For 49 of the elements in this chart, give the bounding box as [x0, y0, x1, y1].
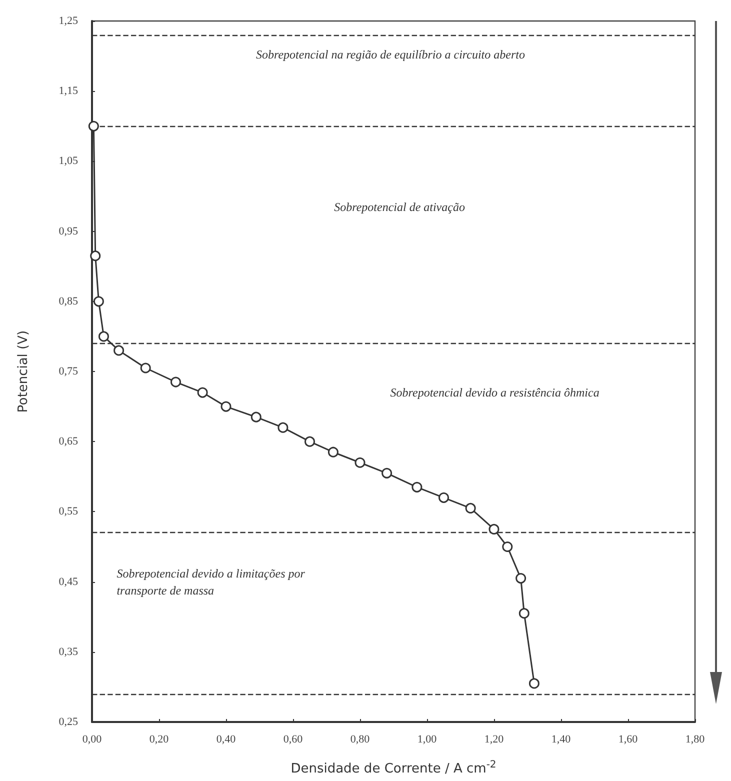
- y-tick-label: 0,45: [58, 576, 78, 588]
- x-tick-label: 1,60: [618, 734, 638, 746]
- y-tick-label: 0,95: [58, 225, 78, 238]
- point: [502, 542, 513, 552]
- point: [220, 401, 232, 412]
- point: [438, 492, 449, 503]
- annotation: Sobrepotencial devido a limitações por transporte de massa: [116, 566, 306, 598]
- x-tick-label: 1,40: [551, 734, 572, 746]
- y-tick-label: 0,55: [58, 506, 78, 518]
- point: [88, 120, 99, 132]
- y-tick-label: 0,65: [58, 436, 78, 448]
- point: [488, 524, 500, 534]
- point: [328, 446, 338, 458]
- point: [382, 468, 392, 478]
- y-tick-label: 1,25: [58, 15, 78, 27]
- y-tick-label: 0,75: [58, 366, 78, 378]
- x-tick-label: 0,00: [82, 734, 102, 746]
- point: [528, 678, 540, 689]
- y-tick-label: 0,85: [58, 295, 78, 308]
- x-tick-label: 1,20: [484, 734, 504, 746]
- x-tick-label: 1,80: [685, 734, 706, 746]
- point: [278, 422, 288, 433]
- point: [98, 331, 109, 342]
- point: [93, 296, 104, 307]
- point: [197, 387, 208, 398]
- x-tick-label: 1,00: [417, 734, 438, 746]
- point: [114, 345, 124, 356]
- point: [140, 362, 151, 374]
- x-tick-label: 0,20: [149, 734, 170, 746]
- point: [354, 457, 366, 468]
- point: [90, 250, 101, 262]
- point: [250, 412, 262, 422]
- annotation: Sobrepotencial na região de equilíbrio a circuito aberto: [256, 48, 525, 62]
- x-tick-label: 0,80: [350, 734, 370, 746]
- y-tick-label: 0,35: [58, 646, 78, 658]
- point: [304, 436, 315, 447]
- annotation: Sobrepotencial de ativação: [334, 200, 465, 214]
- annotation: Sobrepotencial devido a resistência ôhmica: [390, 386, 600, 400]
- y-tick-label: 1,05: [58, 155, 78, 168]
- y-axis-title: Potencial (V): [16, 330, 31, 413]
- x-tick-label: 0,60: [283, 734, 304, 746]
- y-tick-label: 1,15: [58, 85, 78, 98]
- y-tick-label: 0,25: [58, 716, 78, 728]
- point: [518, 608, 530, 619]
- point: [516, 573, 526, 584]
- x-tick-label: 0,40: [216, 734, 236, 746]
- point: [170, 376, 181, 388]
- point: [412, 482, 422, 492]
- point: [465, 502, 476, 514]
